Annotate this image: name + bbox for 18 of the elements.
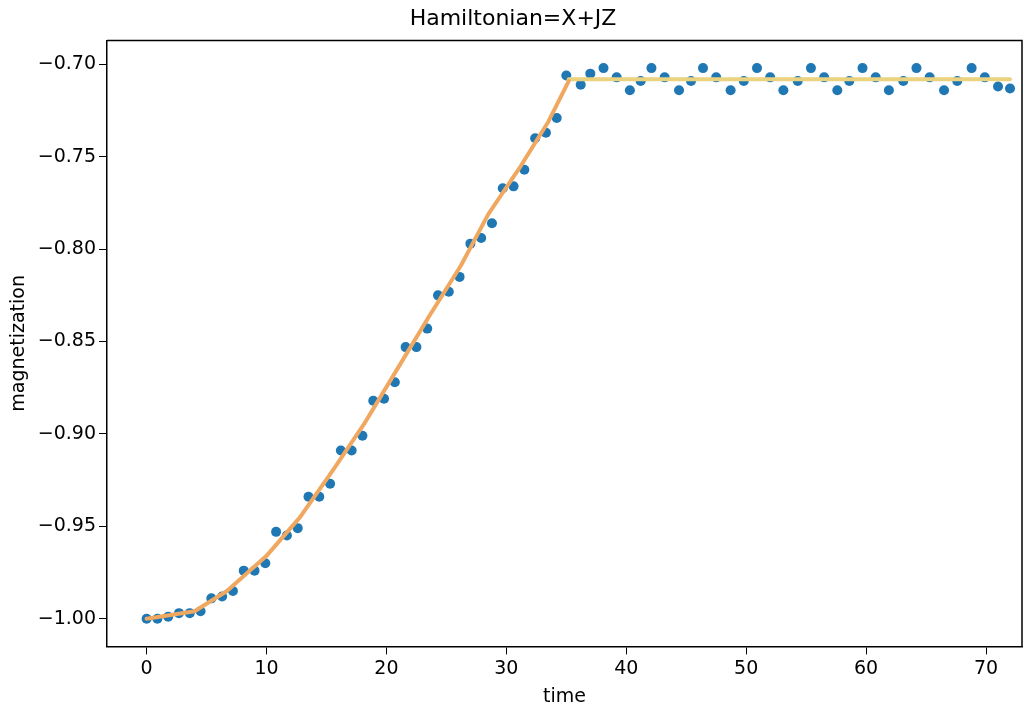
y-axis-title: magnetization: [6, 275, 29, 412]
x-axis-title: time: [543, 683, 586, 706]
x-tick-label: 60: [854, 655, 879, 678]
y-tick-label: −0.95: [37, 513, 97, 536]
y-tick-label: −0.90: [37, 420, 97, 443]
x-tick-label: 0: [140, 655, 153, 678]
x-tick-label: 70: [973, 655, 999, 678]
x-tick-label: 20: [374, 655, 399, 678]
y-tick-label: −0.80: [37, 236, 97, 259]
x-tick-label: 10: [254, 655, 279, 678]
x-tick-label: 30: [494, 655, 519, 678]
x-tick-label: 50: [734, 655, 759, 678]
y-tick-label: −1.00: [37, 605, 97, 628]
chart-title: Hamiltonian=X+JZ: [409, 4, 617, 30]
y-tick-label: −0.85: [37, 328, 97, 351]
x-tick-label: 40: [614, 655, 639, 678]
y-tick-label: −0.75: [37, 143, 97, 166]
y-tick-label: −0.70: [37, 51, 97, 74]
